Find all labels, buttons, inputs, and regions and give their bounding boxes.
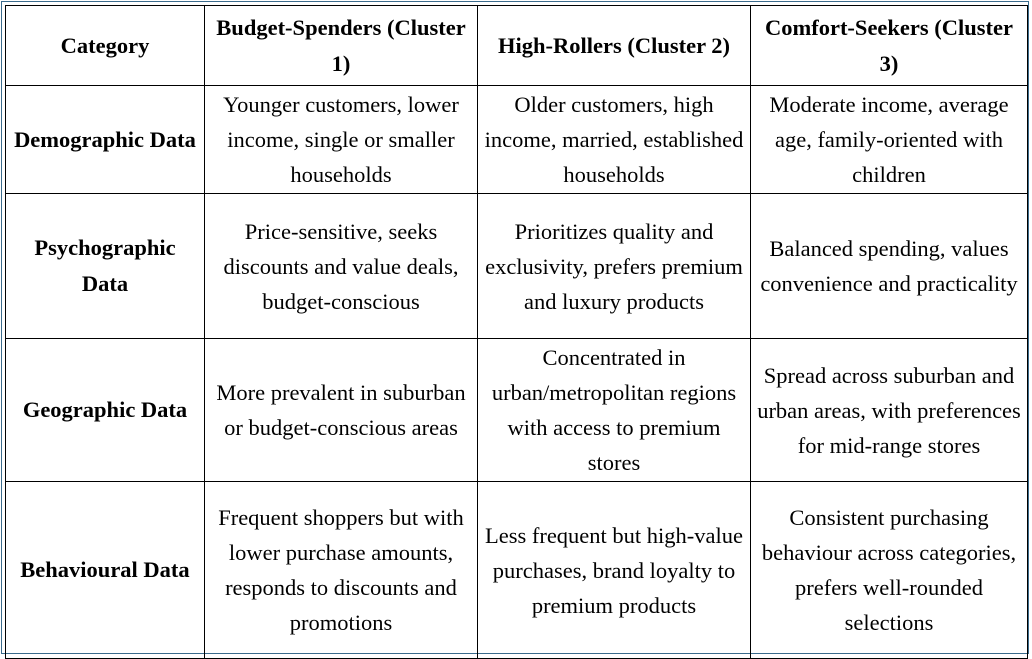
table-cell: Prioritizes quality and exclusivity, pre…	[477, 193, 751, 339]
table-row: Geographic Data More prevalent in suburb…	[5, 338, 1028, 482]
table-cell: Price-sensitive, seeks discounts and val…	[204, 193, 478, 339]
table-cell: Balanced spending, values convenience an…	[750, 193, 1028, 339]
table-cell: Moderate income, average age, family-ori…	[750, 85, 1028, 194]
header-budget-spenders: Budget-Spenders (Cluster 1)	[204, 5, 478, 86]
header-row: Category Budget-Spenders (Cluster 1) Hig…	[5, 5, 1028, 86]
table-row: Behavioural Data Frequent shoppers but w…	[5, 481, 1028, 659]
table-cell: Frequent shoppers but with lower purchas…	[204, 481, 478, 659]
table-cell: Less frequent but high-value purchases, …	[477, 481, 751, 659]
table-cell: Consistent purchasing behaviour across c…	[750, 481, 1028, 659]
row-label-geographic: Geographic Data	[5, 338, 205, 482]
table-cell: Concentrated in urban/metropolitan regio…	[477, 338, 751, 482]
table-row: Psychographic Data Price-sensitive, seek…	[5, 193, 1028, 339]
header-high-rollers: High-Rollers (Cluster 2)	[477, 5, 751, 86]
row-label-behavioural: Behavioural Data	[5, 481, 205, 659]
table-cell: Spread across suburban and urban areas, …	[750, 338, 1028, 482]
header-comfort-seekers: Comfort-Seekers (Cluster 3)	[750, 5, 1028, 86]
row-label-psychographic: Psychographic Data	[5, 193, 205, 339]
table-row: Demographic Data Younger customers, lowe…	[5, 85, 1028, 194]
row-label-demographic: Demographic Data	[5, 85, 205, 194]
table-cell: Older customers, high income, married, e…	[477, 85, 751, 194]
table-cell: More prevalent in suburban or budget-con…	[204, 338, 478, 482]
header-category: Category	[5, 5, 205, 86]
cluster-comparison-table: Category Budget-Spenders (Cluster 1) Hig…	[5, 5, 1028, 659]
table-cell: Younger customers, lower income, single …	[204, 85, 478, 194]
